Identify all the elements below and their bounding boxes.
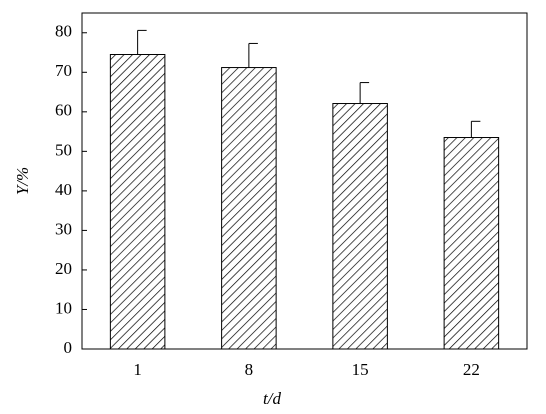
y-tick-label: 30 [55,219,72,238]
y-tick-label: 10 [55,298,72,317]
x-tick-label: 15 [352,360,369,379]
bar [221,67,277,350]
y-axis-label: Y/% [13,167,32,195]
y-tick-label: 80 [55,22,72,41]
bar [109,54,166,350]
y-tick-label: 20 [55,259,72,278]
x-tick-label: 1 [133,360,142,379]
x-tick-label: 22 [463,360,480,379]
y-tick-label: 50 [55,140,72,159]
bar [443,137,500,350]
plot-frame [81,12,528,350]
x-tick-label: 8 [245,360,254,379]
bar [332,103,388,350]
x-axis-label: t/d [263,389,281,408]
y-tick-label: 60 [55,101,72,120]
y-tick-label: 0 [64,338,73,357]
y-tick-label: 40 [55,180,72,199]
y-tick-label: 70 [55,61,72,80]
